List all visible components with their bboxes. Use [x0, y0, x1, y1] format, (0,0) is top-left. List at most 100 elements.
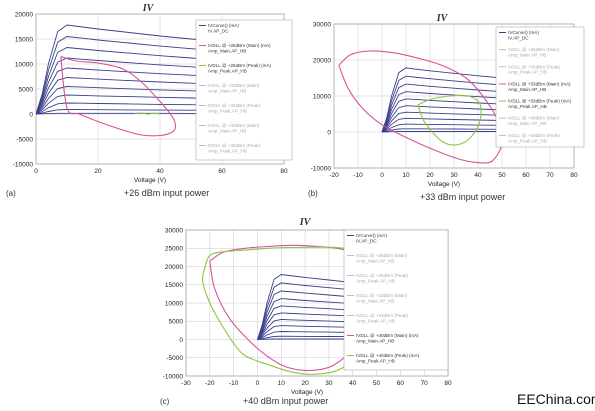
legend-entry-text: Amp_Peak.AP_HB: [508, 70, 547, 75]
legend-entry-text: Amp_Peak.AP_HB: [356, 318, 395, 323]
legend-box: [195, 19, 293, 161]
legend-entry-text: IVCurve() (mA): [356, 233, 387, 238]
y-tick-label: 20000: [313, 57, 331, 64]
x-tick-label: 80: [280, 168, 288, 175]
legend-entry-text: IVDLL @ +40dBm (Main): [508, 116, 560, 121]
x-tick-label: -30: [181, 380, 191, 387]
legend-entry-text: IVDLL @ +26dBm (Peak): [356, 273, 408, 278]
y-tick-label: 20000: [15, 11, 33, 18]
y-tick-label: 0: [29, 111, 33, 118]
chart-panel-a: IV 0 20 40 60 80 20000 15000 10000 5000 0 -5000 -100…: [0, 0, 298, 200]
y-tick-label: 10000: [313, 93, 331, 100]
y-tick-label: 15000: [165, 282, 183, 289]
legend-entry-text: IVDLL @ +40dBm (Peak): [208, 143, 260, 148]
legend-entry-text: Amp_Peak.AP_HB: [356, 278, 395, 283]
iv-curve-line: [381, 111, 515, 133]
legend-entry-text: Amp_Main.AP_HB: [508, 87, 546, 92]
legend-entry-text: Amp_Main.AP_HB: [208, 88, 246, 93]
plot-area: [36, 24, 207, 137]
legend-box: [495, 26, 585, 148]
panel-tag-a: (a): [6, 189, 16, 198]
caption-a: +26 dBm input power: [124, 188, 210, 198]
legend-entry-text: Amp_Main.AP_HB: [208, 128, 246, 133]
x-tick-label: 30: [450, 172, 458, 179]
iv-curve-line: [36, 102, 207, 115]
iv-curve-line: [381, 117, 515, 133]
y-tick-label: 10000: [165, 300, 183, 307]
legend-entry-text: IVDLL @ +40dBm (Peak) (mA): [356, 353, 420, 358]
iv-curve-line: [381, 123, 515, 133]
legend-entry-text: IVDLL @ +26dBm (Peak): [508, 64, 560, 69]
x-tick-label: 70: [421, 380, 429, 387]
x-tick-label: 50: [498, 172, 506, 179]
iv-curve-line: [36, 86, 207, 115]
iv-curve-line: [36, 47, 207, 115]
load-line-peak: [135, 112, 161, 115]
x-tick-label: 40: [349, 380, 357, 387]
y-tick-label: -5000: [16, 136, 33, 143]
iv-curve-line: [381, 83, 515, 133]
caption-b: +33 dBm input power: [420, 192, 506, 202]
iv-curve-line: [36, 36, 207, 115]
x-tick-label: 40: [156, 168, 164, 175]
panel-tag-c: (c): [160, 397, 170, 406]
x-tick-label: 0: [380, 172, 384, 179]
x-tick-label: 80: [570, 172, 578, 179]
x-tick-label: 40: [474, 172, 482, 179]
x-tick-label: 60: [522, 172, 530, 179]
y-tick-label: 0: [179, 337, 183, 344]
legend-entry-text: Amp_Main.AP_HB: [356, 258, 394, 263]
chart-b: IV -20 -10 0 10 20 30 40 50 60 70 80 30000 20000 10000…: [311, 13, 585, 188]
legend-entry-text: IVDLL @ +26dBm (Main): [356, 253, 408, 258]
legend-entry-text: IVDLL @ +40dBm (Peak): [508, 133, 560, 138]
legend-entry-text: Amp_Main.AP_HB: [356, 298, 394, 303]
chart-title: IV: [436, 13, 449, 24]
legend-entry-text: Amp_Peak.AP_HB: [508, 138, 547, 143]
legend-entry-text: IVDLL @ +33dBm (Peak) (mA): [508, 99, 572, 104]
x-axis-label: Voltage (V): [291, 389, 323, 396]
x-tick-label: 10: [278, 380, 286, 387]
iv-curve-line: [36, 24, 207, 115]
legend-entry-text: Amp_Peak.AP_HB: [208, 68, 247, 73]
x-tick-label: 80: [444, 380, 452, 387]
legend-entry-text: IVDLL @ +33dBm (Main) (mA): [508, 81, 571, 86]
y-tick-label: 20000: [165, 264, 183, 271]
x-axis-label: Voltage (V): [134, 177, 166, 184]
iv-curve-line: [36, 77, 207, 115]
x-tick-label: 60: [397, 380, 405, 387]
legend-entry-text: Amp_Main.AP_HB: [208, 48, 246, 53]
legend-entry-text: IVDLL @ +26dBm (Main) (mA): [208, 43, 271, 48]
iv-curve-line: [381, 67, 515, 133]
iv-curve-line: [381, 131, 515, 133]
x-tick-label: 50: [373, 380, 381, 387]
chart-panel-c: IV -30 -20 -10 0 10 20 30 40 50 60 70 80 30000 25000 20…: [150, 212, 460, 402]
x-tick-label: 30: [325, 380, 333, 387]
legend-entry-text: IVDLL @ +33dBm (Main): [356, 293, 408, 298]
y-tick-label: -10000: [13, 161, 34, 168]
legend-entry-text: IVDLL @ +40dBm (Main): [208, 123, 260, 128]
legend-entry-text: IVDLL @ +33dBm (Main): [208, 83, 260, 88]
legend-entry-text: IVDLL @ +33dBm (Peak): [208, 103, 260, 108]
y-tick-label: 5000: [19, 86, 34, 93]
legend-entry-text: IVCurve() (mA): [508, 30, 539, 35]
x-tick-label: 20: [94, 168, 102, 175]
legend-entry-text: IVDLL @ +33dBm (Peak): [356, 313, 408, 318]
x-tick-label: 20: [301, 380, 309, 387]
iv-curve-line: [36, 109, 207, 115]
panel-tag-b: (b): [308, 189, 318, 198]
iv-curve-line: [381, 98, 515, 133]
legend-entry-text: Amp_Main.AP_HB: [356, 338, 394, 343]
load-line-main: [60, 55, 177, 137]
chart-c: IV -30 -20 -10 0 10 20 30 40 50 60 70 80 30000 25000 20…: [163, 217, 452, 396]
legend-entry-text: IVDLL @ +26dBm (Main): [508, 47, 560, 52]
iv-curve-line: [381, 75, 515, 133]
watermark: EEChina.com: [517, 391, 595, 407]
x-tick-label: 60: [218, 168, 226, 175]
legend-entry-text: Amp_Peak.AP_HB: [356, 358, 395, 363]
chart-title: IV: [299, 217, 312, 228]
y-tick-label: 25000: [165, 246, 183, 253]
x-tick-label: -10: [353, 172, 363, 179]
x-tick-label: 0: [34, 168, 38, 175]
chart-panel-b: IV -20 -10 0 10 20 30 40 50 60 70 80 30000 20000 10000…: [300, 0, 595, 200]
y-tick-label: 30000: [165, 227, 183, 234]
